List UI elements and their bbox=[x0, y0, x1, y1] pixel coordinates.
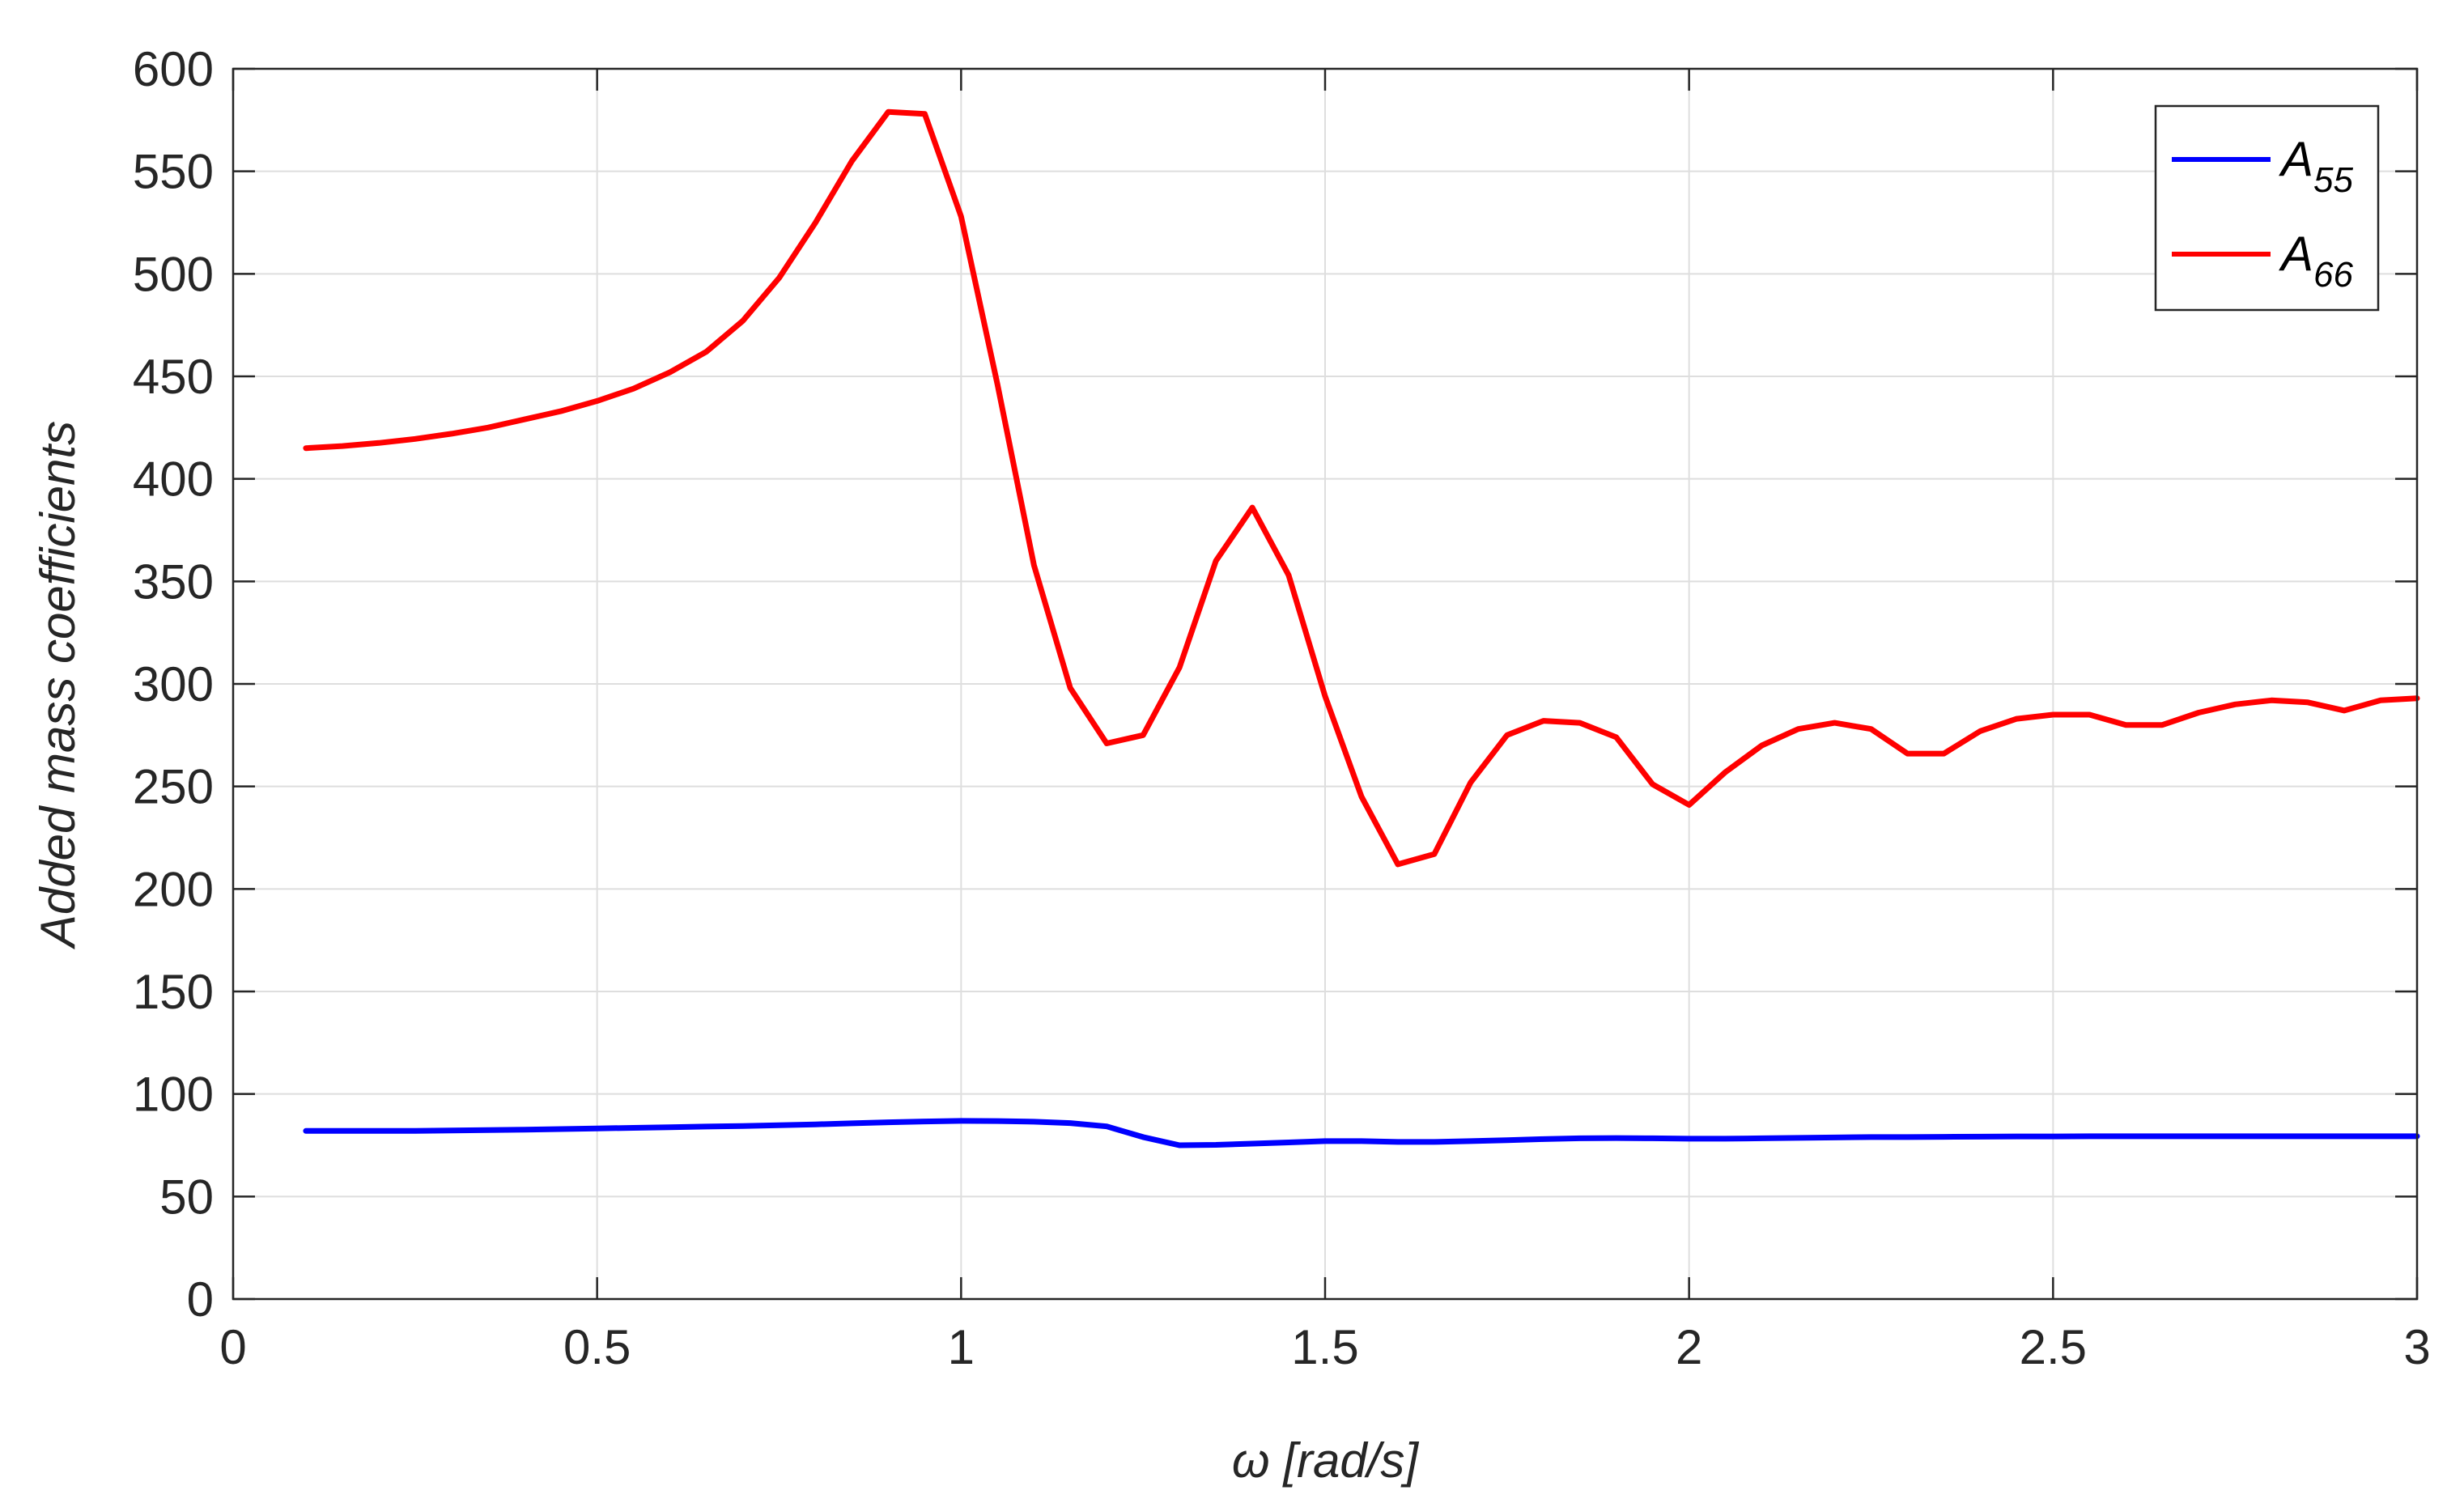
x-tick-label: 1 bbox=[948, 1320, 975, 1374]
legend-label-a55-sub: 55 bbox=[2313, 160, 2353, 200]
series-line-a55 bbox=[303, 1118, 2420, 1148]
x-tick-label: 0.5 bbox=[563, 1320, 631, 1374]
y-tick-label: 50 bbox=[159, 1170, 214, 1224]
series-layer bbox=[303, 108, 2420, 1148]
y-tick-label: 0 bbox=[187, 1272, 214, 1327]
tick-labels: 0 0.5 1 1.5 2 2.5 3 0 50 100 150 200 250 300 350 400 450… bbox=[133, 42, 2431, 1374]
series-line-a66 bbox=[303, 108, 2420, 868]
legend-box bbox=[2154, 104, 2380, 312]
y-tick-label: 150 bbox=[133, 965, 214, 1019]
legend: A55 A66 bbox=[2154, 104, 2380, 312]
y-tick-label: 600 bbox=[133, 42, 214, 96]
x-tick-label: 0 bbox=[219, 1320, 246, 1374]
legend-label-a55: A55 bbox=[2279, 132, 2354, 200]
y-tick-label: 300 bbox=[133, 657, 214, 711]
legend-label-a55-base: A bbox=[2279, 132, 2313, 186]
x-tick-label: 3 bbox=[2403, 1320, 2430, 1374]
y-tick-label: 250 bbox=[133, 760, 214, 814]
legend-label-a66-sub: 66 bbox=[2313, 255, 2353, 295]
y-axis-label: Added mass coefficients bbox=[31, 421, 85, 949]
y-tick-label: 200 bbox=[133, 862, 214, 916]
y-tick-label: 550 bbox=[133, 145, 214, 199]
y-tick-label: 450 bbox=[133, 350, 214, 404]
legend-label-a66: A66 bbox=[2279, 227, 2354, 295]
y-tick-label: 400 bbox=[133, 452, 214, 507]
x-axis-label: ω [rad/s] bbox=[1232, 1433, 1419, 1488]
y-tick-label: 350 bbox=[133, 554, 214, 609]
legend-label-a66-base: A bbox=[2279, 227, 2313, 281]
y-tick-label: 100 bbox=[133, 1068, 214, 1122]
x-tick-label: 2.5 bbox=[2020, 1320, 2087, 1374]
y-tick-label: 500 bbox=[133, 247, 214, 301]
x-tick-label: 2 bbox=[1676, 1320, 1702, 1374]
axis-ticks bbox=[232, 67, 2419, 1301]
x-tick-label: 1.5 bbox=[1291, 1320, 1358, 1374]
